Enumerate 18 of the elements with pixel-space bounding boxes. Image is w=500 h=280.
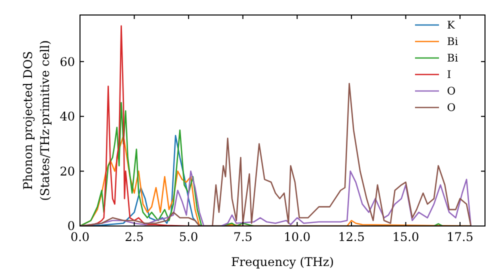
y-axis-title: Phonon projected DOS (States/THz·primitive cell) bbox=[21, 40, 52, 201]
x-tick-label: 12.5 bbox=[338, 230, 365, 244]
legend-label: I bbox=[447, 69, 452, 82]
x-tick-label: 10.0 bbox=[284, 230, 311, 244]
x-axis-title: Frequency (THz) bbox=[231, 255, 334, 269]
legend-label: O bbox=[447, 102, 456, 114]
x-tick-label: 15.0 bbox=[392, 230, 420, 244]
y-tick-label: 40 bbox=[60, 110, 75, 124]
x-tick-label: 5.0 bbox=[179, 230, 198, 244]
legend-label: Bi bbox=[447, 52, 459, 65]
legend-label: O bbox=[447, 86, 456, 98]
x-tick-label: 7.5 bbox=[233, 230, 252, 244]
x-tick-label: 17.5 bbox=[446, 230, 474, 244]
y-tick-label: 60 bbox=[60, 54, 75, 69]
legend-label: Bi bbox=[447, 36, 459, 48]
x-tick-label: 2.5 bbox=[124, 230, 144, 244]
legend-label: K bbox=[447, 20, 455, 32]
y-tick-label: 20 bbox=[60, 164, 75, 178]
